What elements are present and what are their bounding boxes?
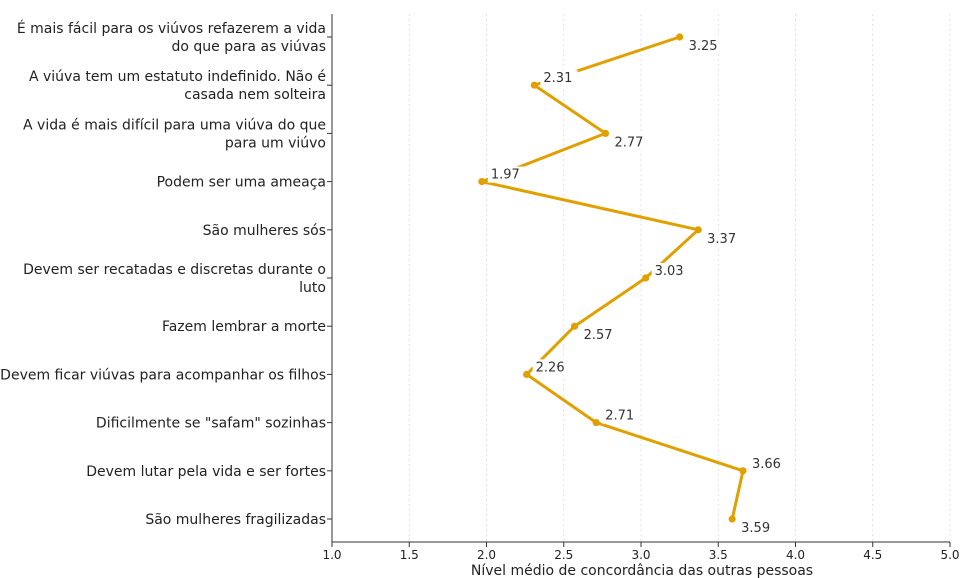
- y-category-label-line: Dificilmente se "safam" sozinhas: [96, 416, 326, 432]
- data-point: [570, 322, 579, 330]
- y-category-label: Dificilmente se "safam" sozinhas: [96, 416, 326, 432]
- data-label-background: [540, 70, 578, 87]
- y-category-label-line: A vida é mais difícil para uma viúva do …: [23, 117, 326, 133]
- data-label-background: [487, 166, 526, 183]
- data-label: 2.77: [614, 135, 643, 150]
- y-category-label: São mulheres sós: [203, 223, 326, 239]
- data-label-background: [532, 359, 570, 376]
- data-point: [530, 81, 538, 89]
- data-label: 3.59: [741, 521, 770, 536]
- x-tick-label: 1.5: [400, 548, 419, 562]
- data-label: 2.26: [536, 360, 565, 375]
- x-tick-label: 4.0: [786, 548, 805, 562]
- y-category-label-line: para um viúvo: [225, 135, 326, 151]
- data-label: 2.31: [543, 71, 572, 86]
- y-category-label-line: São mulheres sós: [203, 223, 326, 239]
- data-point: [642, 274, 650, 282]
- data-point: [676, 33, 684, 41]
- y-category-label: A vida é mais difícil para uma viúva do …: [23, 117, 326, 151]
- y-category-label-line: luto: [299, 280, 326, 296]
- data-label: 3.03: [655, 264, 684, 279]
- y-category-label: Devem ser recatadas e discretas durante …: [23, 262, 326, 296]
- y-category-label-line: Devem ficar viúvas para acompanhar os fi…: [0, 367, 326, 383]
- data-label-background: [580, 327, 618, 344]
- data-label-background: [611, 134, 649, 151]
- data-label-background: [738, 520, 776, 536]
- y-category-label-line: Devem lutar pela vida e ser fortes: [86, 464, 326, 480]
- y-category-label: A viúva tem um estatuto indefinido. Não …: [29, 69, 326, 103]
- y-category-label-line: Podem ser uma ameaça: [157, 175, 326, 191]
- data-point: [592, 419, 600, 427]
- x-tick-label: 3.0: [631, 548, 650, 562]
- data-label: 1.97: [491, 168, 520, 183]
- data-label-background: [602, 407, 640, 424]
- y-category-label-line: do que para as viúvas: [171, 39, 326, 55]
- data-point: [523, 370, 531, 378]
- y-category-label: É mais fácil para os viúvos refazerem a …: [17, 20, 326, 55]
- data-label: 3.37: [707, 232, 736, 247]
- series-line: [480, 35, 745, 521]
- y-category-label: Devem ficar viúvas para acompanhar os fi…: [0, 367, 326, 383]
- labels-layer: 3.25 2.31 2.77 1.97 3.37 3.03 2.57 2.26 2.71 3.66…: [487, 38, 787, 536]
- grid-layer: [408, 14, 951, 542]
- data-label-background: [704, 230, 742, 247]
- y-category-label: Devem lutar pela vida e ser fortes: [86, 464, 326, 480]
- x-tick-label: 3.5: [709, 548, 728, 562]
- y-category-label-line: casada nem solteira: [184, 87, 326, 103]
- data-label: 2.57: [584, 328, 613, 343]
- data-point: [728, 515, 736, 523]
- y-category-label: São mulheres fragilizadas: [145, 512, 326, 528]
- y-category-label-line: Devem ser recatadas e discretas durante …: [23, 262, 326, 278]
- data-label-background: [748, 455, 787, 472]
- x-tick-label: 5.0: [940, 548, 959, 562]
- data-label-background: [651, 263, 689, 279]
- data-point: [739, 467, 747, 475]
- axes-layer: 1.0 1.5 2.0 2.5 3.0 3.5 4.0 4.5 5.0 É mais fácil …: [0, 14, 960, 562]
- data-point: [601, 129, 610, 137]
- x-tick-label: 4.5: [863, 548, 882, 562]
- y-category-label-line: Fazem lembrar a morte: [162, 319, 326, 335]
- data-label: 2.71: [605, 409, 634, 424]
- data-point: [478, 178, 486, 186]
- x-tick-label: 2.0: [477, 548, 496, 562]
- x-tick-label: 1.0: [322, 548, 341, 562]
- y-category-label-line: A viúva tem um estatuto indefinido. Não …: [29, 69, 326, 85]
- data-point: [694, 226, 702, 234]
- y-category-label: Podem ser uma ameaça: [157, 175, 326, 191]
- y-category-label-line: São mulheres fragilizadas: [145, 512, 326, 528]
- y-category-label: Fazem lembrar a morte: [162, 319, 326, 335]
- series-layer: [478, 33, 747, 523]
- x-tick-label: 2.5: [554, 548, 573, 562]
- data-label: 3.66: [752, 457, 781, 472]
- data-label-background: [685, 38, 723, 54]
- x-axis-title: Nível médio de concordância das outras p…: [471, 563, 813, 578]
- y-category-label-line: É mais fácil para os viúvos refazerem a …: [17, 20, 326, 37]
- data-label: 3.25: [689, 39, 718, 54]
